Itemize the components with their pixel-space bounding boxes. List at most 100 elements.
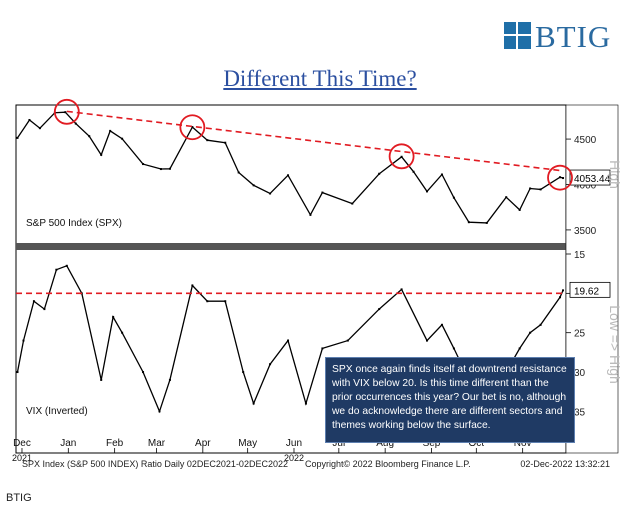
data-point: [378, 308, 381, 311]
data-point: [16, 136, 19, 139]
data-point: [321, 191, 324, 194]
data-point: [440, 173, 443, 176]
data-point: [562, 289, 565, 292]
data-point: [467, 221, 470, 224]
trendline: [66, 110, 564, 172]
data-point: [529, 331, 532, 334]
data-point: [142, 163, 145, 166]
data-point: [452, 196, 455, 199]
data-point: [64, 111, 67, 114]
data-point: [351, 202, 354, 205]
data-point: [252, 402, 255, 405]
data-point: [191, 126, 194, 129]
data-point: [206, 300, 209, 303]
y-tick-label: 30: [574, 368, 586, 379]
data-point: [287, 174, 290, 177]
data-point: [559, 176, 562, 179]
last-value-label: 4053.44: [574, 174, 611, 185]
page-title: Different This Time?: [223, 66, 417, 91]
data-point: [65, 264, 68, 267]
x-tick-label: Jun: [286, 438, 302, 449]
data-point: [505, 196, 508, 199]
data-point: [32, 300, 35, 303]
data-point: [121, 331, 124, 334]
data-point: [38, 127, 41, 130]
series-label: VIX (Inverted): [26, 406, 88, 417]
data-point: [485, 221, 488, 224]
data-point: [100, 378, 103, 381]
x-tick-label: Apr: [195, 438, 211, 449]
data-point: [400, 288, 403, 291]
data-point: [158, 410, 161, 413]
x-tick-label: May: [238, 438, 257, 449]
callout-box: SPX once again finds itself at downtrend…: [325, 357, 575, 443]
y-tick-label: 4500: [574, 135, 597, 146]
data-point: [321, 347, 324, 350]
right-axis-text: Low => High: [607, 305, 623, 384]
footer-label: BTIG: [6, 492, 32, 504]
data-point: [426, 190, 429, 193]
data-point: [440, 323, 443, 326]
logo-text: BTIG: [535, 19, 612, 54]
data-point: [74, 122, 77, 125]
data-point: [206, 139, 209, 142]
last-value-tag: [569, 169, 611, 186]
year-label: 2021: [12, 453, 32, 463]
highlight-circle: [547, 164, 573, 191]
bottom-bar-right: 02-Dec-2022 13:32:21: [520, 459, 610, 469]
panel-separator: [16, 243, 566, 250]
x-tick-label: Feb: [106, 438, 124, 449]
logo-mark-icon: [504, 22, 531, 49]
x-tick-label: Jul: [332, 438, 345, 449]
data-point: [426, 339, 429, 342]
data-point: [529, 187, 532, 190]
x-tick-label: Sep: [423, 438, 441, 449]
data-point: [121, 137, 124, 140]
highlight-circle: [53, 98, 80, 125]
data-point: [346, 339, 349, 342]
data-point: [242, 371, 245, 374]
y-tick-label: 3500: [574, 226, 597, 237]
data-point: [16, 371, 19, 374]
x-tick-label: Dec: [13, 438, 31, 449]
data-point: [412, 170, 415, 173]
data-point: [224, 300, 227, 303]
data-point: [88, 135, 91, 138]
bottom-bar-left: SPX Index (S&P 500 INDEX) Ratio Daily 02…: [22, 459, 288, 469]
data-point: [224, 141, 227, 144]
data-point: [378, 172, 381, 175]
data-point: [309, 213, 312, 216]
data-point: [112, 315, 115, 318]
right-axis-text: High: [607, 160, 623, 189]
data-point: [159, 168, 162, 171]
data-point: [237, 171, 240, 174]
y-tick-label: 15: [574, 250, 586, 261]
series-label: S&P 500 Index (SPX): [26, 218, 122, 229]
data-point: [109, 129, 112, 132]
data-point: [518, 208, 521, 211]
last-value-tag: [569, 281, 611, 298]
data-point: [252, 184, 255, 187]
x-tick-label: Aug: [376, 438, 394, 449]
data-point: [539, 188, 542, 191]
data-point: [539, 323, 542, 326]
highlight-circle: [179, 114, 206, 141]
bottom-bar-center: Copyright© 2022 Bloomberg Finance L.P.: [305, 459, 471, 469]
data-point: [43, 308, 46, 311]
data-point: [168, 167, 171, 170]
data-point: [28, 118, 31, 121]
data-point: [400, 155, 403, 158]
x-tick-label: Jan: [60, 438, 76, 449]
data-point: [22, 339, 25, 342]
data-point: [559, 296, 562, 299]
btig-logo: BTIG: [504, 19, 616, 54]
data-point: [142, 371, 145, 374]
x-tick-label: Nov: [514, 438, 532, 449]
data-point: [55, 268, 58, 271]
data-point: [518, 347, 521, 350]
y-tick-label: 25: [574, 329, 586, 340]
data-point: [452, 347, 455, 350]
year-label: 2022: [284, 453, 304, 463]
data-point: [562, 177, 565, 180]
data-point: [269, 363, 272, 366]
